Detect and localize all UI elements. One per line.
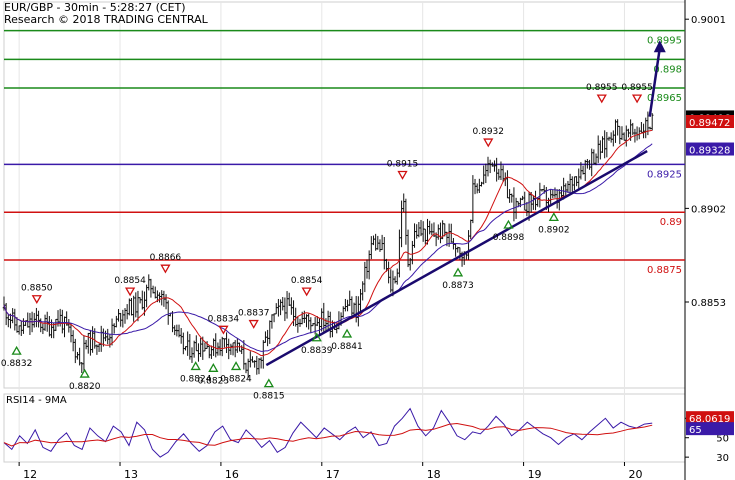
trough-marker xyxy=(452,267,464,277)
level-label: 0.8995 xyxy=(647,36,682,47)
peak-label: 0.8915 xyxy=(387,160,419,170)
rsi-ma-line xyxy=(3,422,653,447)
trough-label: 0.8832 xyxy=(1,359,33,369)
price-tag-box xyxy=(686,115,734,129)
x-tick-label: 17 xyxy=(326,468,340,480)
level-label: 0.8965 xyxy=(647,93,682,104)
rsi-tag-label: 65 xyxy=(689,425,702,436)
trough-marker xyxy=(263,378,274,388)
peak-label: 0.8854 xyxy=(114,276,146,286)
trough-marker xyxy=(311,332,322,342)
level-label: 0.8875 xyxy=(647,265,682,276)
level-label: 0.898 xyxy=(653,64,682,75)
trough-marker xyxy=(548,212,559,222)
level-label: 0.8925 xyxy=(647,169,682,180)
peak-label: 0.8854 xyxy=(291,276,323,286)
trough-marker xyxy=(503,219,514,229)
trough-label: 0.8898 xyxy=(493,233,525,243)
trough-label: 0.8841 xyxy=(331,342,363,352)
peak-label: 0.8837 xyxy=(238,309,270,319)
trough-label: 0.8815 xyxy=(253,392,285,402)
peak-marker xyxy=(631,94,643,104)
trough-marker xyxy=(341,328,353,338)
price-tag-label: 0.89472 xyxy=(689,118,730,129)
rsi-line xyxy=(3,407,653,458)
peak-label: 0.8955 xyxy=(586,83,618,93)
rsi-title: RSI14 - 9MA xyxy=(6,395,67,406)
rsi-tag-box xyxy=(686,422,734,436)
trend-line xyxy=(265,149,648,367)
peak-marker xyxy=(124,287,136,297)
x-tick-label: 16 xyxy=(225,468,239,480)
x-tick-label: 12 xyxy=(23,468,37,480)
rsi-y-tick-label: 30 xyxy=(716,453,729,464)
peak-marker xyxy=(31,295,42,305)
x-tick-label: 20 xyxy=(628,468,642,480)
peak-label: 0.8834 xyxy=(208,314,240,324)
trough-label: 0.8839 xyxy=(301,346,333,356)
peak-marker xyxy=(218,325,229,335)
peak-label: 0.8866 xyxy=(150,253,182,263)
price-tag-label: 0.89328 xyxy=(689,146,730,157)
trough-label: 0.8824 xyxy=(220,374,252,384)
price-tag-box xyxy=(686,142,734,156)
peak-label: 0.8932 xyxy=(473,127,505,137)
rsi-tag-label: 68.0619 xyxy=(689,414,730,425)
trough-marker xyxy=(11,345,22,355)
trough-label: 0.8820 xyxy=(69,382,101,392)
peak-marker xyxy=(596,94,607,104)
peak-marker xyxy=(301,287,312,297)
trough-label: 0.8824 xyxy=(180,374,212,384)
x-tick-label: 19 xyxy=(528,468,542,480)
y-tick-label: 0.8902 xyxy=(691,204,726,215)
chart-symbol-title: EUR/GBP - 30min - 5:28:27 (CET) xyxy=(4,1,186,14)
trough-marker xyxy=(208,363,219,372)
peak-label: 0.8955 xyxy=(621,83,653,93)
x-tick-label: 18 xyxy=(427,468,441,480)
trough-label: 0.8873 xyxy=(442,281,474,291)
peak-label: 0.8850 xyxy=(21,284,53,294)
peak-marker xyxy=(248,319,259,329)
rsi-y-tick-label: 50 xyxy=(716,434,729,445)
trough-label: 0.8823 xyxy=(198,376,230,386)
projection-arrow-head xyxy=(653,40,666,53)
trough-marker xyxy=(79,368,90,378)
peak-marker xyxy=(483,138,494,148)
x-tick-label: 13 xyxy=(124,468,138,480)
level-label: 0.89 xyxy=(660,217,682,228)
rsi-tag-box xyxy=(686,411,734,425)
trough-marker xyxy=(230,361,242,371)
peak-marker xyxy=(397,170,408,180)
projection-arrow-shaft xyxy=(648,48,662,117)
moving-average-line xyxy=(3,129,653,357)
y-tick-label: 0.9001 xyxy=(691,15,726,26)
moving-average-line xyxy=(3,143,653,352)
trough-marker xyxy=(190,361,201,371)
trough-label: 0.8902 xyxy=(538,225,570,235)
y-tick-label: 0.8853 xyxy=(691,298,726,309)
rsi-panel-frame xyxy=(3,393,686,463)
chart-copyright: Research © 2018 TRADING CENTRAL xyxy=(4,13,208,26)
peak-marker xyxy=(160,264,171,274)
